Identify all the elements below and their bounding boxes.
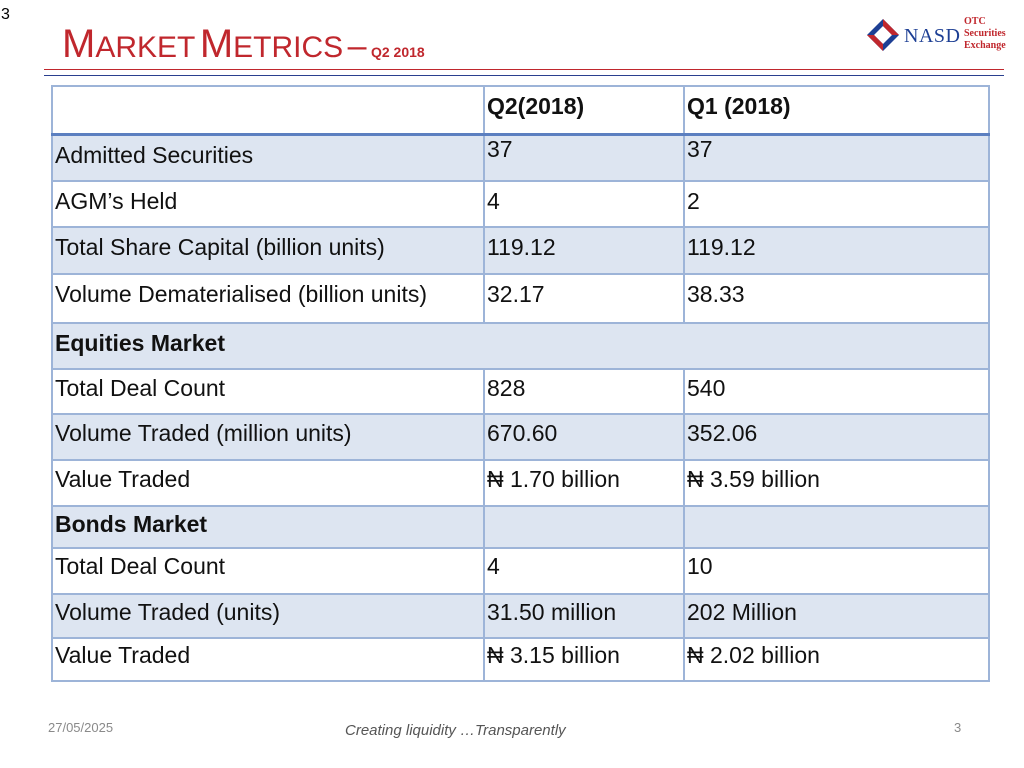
slide-title: MARKET METRICS – Q2 2018 <box>62 22 425 67</box>
row-q2-value: 4 <box>483 180 685 228</box>
row-label: Value Traded <box>51 637 485 682</box>
otc-label: OTC Securities Exchange <box>964 16 1006 52</box>
row-q1-value <box>683 505 990 549</box>
table-row: Volume Traded (units) 31.50 million 202 … <box>51 593 990 639</box>
row-q2-value: 670.60 <box>483 413 685 461</box>
row-label: Admitted Securities <box>51 133 485 182</box>
table-row: Total Deal Count 828 540 <box>51 368 990 415</box>
row-q1-value: 10 <box>683 547 990 595</box>
table-row: Value Traded ₦ 3.15 billion ₦ 2.02 billi… <box>51 637 990 682</box>
otc-line-3: Exchange <box>964 40 1006 51</box>
table-row: Value Traded ₦ 1.70 billion ₦ 3.59 billi… <box>51 459 990 507</box>
footer-page-number: 3 <box>954 720 962 735</box>
row-q2-value: 32.17 <box>483 273 685 324</box>
footer-tagline: Creating liquidity …Transparently <box>345 722 566 739</box>
row-q1-value: 38.33 <box>683 273 990 324</box>
row-q2-value: 4 <box>483 547 685 595</box>
row-label: AGM’s Held <box>51 180 485 228</box>
header-rule-red <box>44 69 1004 70</box>
row-q2-value: ₦ 3.15 billion <box>483 637 685 682</box>
nasd-wordmark: NASD <box>904 25 961 47</box>
header-q1-cell: Q1 (2018) <box>683 85 990 136</box>
table-row: AGM’s Held 4 2 <box>51 180 990 228</box>
row-label: Value Traded <box>51 459 485 507</box>
table-row: Total Share Capital (billion units) 119.… <box>51 226 990 275</box>
table-row: Volume Dematerialised (billion units) 32… <box>51 273 990 324</box>
table-row: Total Deal Count 4 10 <box>51 547 990 595</box>
row-q2-value: 119.12 <box>483 226 685 275</box>
nasd-diamond-icon <box>867 19 899 51</box>
title-dash: – <box>347 27 367 65</box>
otc-line-2: Securities <box>964 28 1006 39</box>
section-label-equities: Equities Market <box>51 322 990 370</box>
title-rest-1: ARKET <box>95 31 196 64</box>
row-label: Volume Dematerialised (billion units) <box>51 273 485 324</box>
row-q2-value <box>483 505 685 549</box>
row-label: Total Deal Count <box>51 368 485 415</box>
section-label-bonds: Bonds Market <box>51 505 485 549</box>
title-rest-2: ETRICS <box>233 31 344 64</box>
table-row: Admitted Securities 37 37 <box>51 133 990 182</box>
header-label-cell <box>51 85 485 136</box>
row-q1-value: 540 <box>683 368 990 415</box>
otc-line-1: OTC <box>964 16 986 27</box>
row-q1-value: 37 <box>683 133 990 182</box>
nasd-logo: NASD OTC Securities Exchange <box>864 16 1024 56</box>
header-q2-cell: Q2(2018) <box>483 85 685 136</box>
corner-slide-number: 3 <box>1 6 10 23</box>
row-q1-value: ₦ 2.02 billion <box>683 637 990 682</box>
row-q1-value: 2 <box>683 180 990 228</box>
row-label: Total Share Capital (billion units) <box>51 226 485 275</box>
section-row-bonds: Bonds Market <box>51 505 990 549</box>
row-q2-value: 828 <box>483 368 685 415</box>
table-row: Volume Traded (million units) 670.60 352… <box>51 413 990 461</box>
row-q1-value: ₦ 3.59 billion <box>683 459 990 507</box>
row-q1-value: 119.12 <box>683 226 990 275</box>
row-label: Volume Traded (million units) <box>51 413 485 461</box>
row-q1-value: 202 Million <box>683 593 990 639</box>
row-q2-value: 31.50 million <box>483 593 685 639</box>
title-period: Q2 2018 <box>370 44 425 60</box>
market-metrics-table: Q2(2018) Q1 (2018) Admitted Securities 3… <box>51 85 990 682</box>
title-initial-2: M <box>199 22 234 66</box>
row-q2-value: ₦ 1.70 billion <box>483 459 685 507</box>
header-rule-blue <box>44 75 1004 76</box>
row-q2-value: 37 <box>483 133 685 182</box>
row-label: Volume Traded (units) <box>51 593 485 639</box>
footer-date: 27/05/2025 <box>48 720 114 735</box>
row-q1-value: 352.06 <box>683 413 990 461</box>
title-initial-1: M <box>62 22 96 66</box>
row-label: Total Deal Count <box>51 547 485 595</box>
table-header-row: Q2(2018) Q1 (2018) <box>51 85 990 136</box>
section-row-equities: Equities Market <box>51 322 990 370</box>
